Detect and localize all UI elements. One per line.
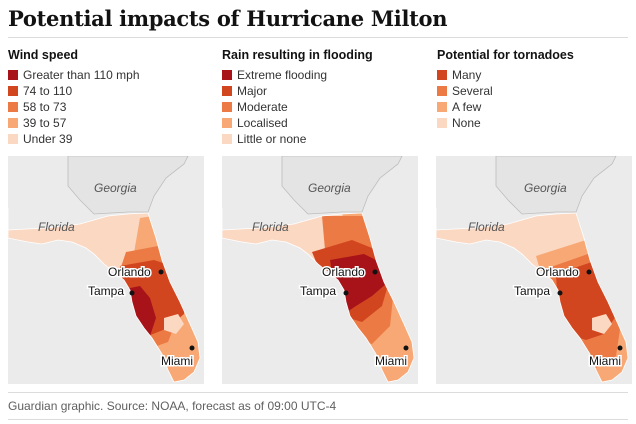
legend-item: Extreme flooding xyxy=(222,67,427,83)
legend-item: 58 to 73 xyxy=(8,99,213,115)
georgia-state xyxy=(495,156,617,215)
city-marker-miami xyxy=(617,345,623,351)
legend-label: Several xyxy=(452,84,493,98)
city-marker-miami xyxy=(189,345,195,351)
legend-label: Localised xyxy=(237,116,288,130)
city-marker-orlando xyxy=(158,269,164,275)
legend-item: None xyxy=(437,115,636,131)
legend-item: Many xyxy=(437,67,636,83)
legend-item: 74 to 110 xyxy=(8,83,213,99)
legend-label: 39 to 57 xyxy=(23,116,67,130)
map-wind-speed: Georgia Florida Orlando Tampa Miami xyxy=(8,156,204,384)
label-georgia: Georgia xyxy=(94,181,137,195)
label-georgia: Georgia xyxy=(524,181,567,195)
legend-swatch xyxy=(8,86,18,96)
legend-title: Rain resulting in flooding xyxy=(222,48,373,62)
legend-swatch xyxy=(8,70,18,80)
city-marker-orlando xyxy=(586,269,592,275)
divider xyxy=(8,37,628,38)
legend-label: Major xyxy=(237,84,268,98)
divider xyxy=(8,392,628,393)
legend-swatch xyxy=(437,70,447,80)
legend-swatch xyxy=(8,118,18,128)
map-tornadoes: Georgia Florida Orlando Tampa Miami xyxy=(436,156,632,384)
legend-item: Under 39 xyxy=(8,131,213,147)
legend-label: A few xyxy=(452,100,482,114)
label-tampa: Tampa xyxy=(514,284,550,298)
legend-label: None xyxy=(452,116,481,130)
legend-swatch xyxy=(8,134,18,144)
georgia-state xyxy=(281,156,403,215)
page-title: Potential impacts of Hurricane Milton xyxy=(8,6,448,31)
label-orlando: Orlando xyxy=(108,265,151,279)
legend-item: Several xyxy=(437,83,636,99)
legend-item: 39 to 57 xyxy=(8,115,213,131)
legend-swatch xyxy=(437,102,447,112)
city-marker-tampa xyxy=(129,290,135,296)
legend-item: Little or none xyxy=(222,131,427,147)
georgia-state xyxy=(67,156,189,215)
legend-swatch xyxy=(222,70,232,80)
legend-title: Potential for tornadoes xyxy=(437,48,574,62)
florida-outline xyxy=(436,208,629,383)
legend-title: Wind speed xyxy=(8,48,79,62)
legend-swatch xyxy=(222,134,232,144)
city-marker-miami xyxy=(403,345,409,351)
legend-label: Greater than 110 mph xyxy=(23,68,140,82)
legend-swatch xyxy=(8,102,18,112)
legend-tornadoes: Potential for tornadoes Many Several A f… xyxy=(437,47,636,131)
source-caption: Guardian graphic. Source: NOAA, forecast… xyxy=(8,399,337,413)
florida-outline xyxy=(222,208,415,383)
label-miami: Miami xyxy=(589,354,621,368)
legend-item: Greater than 110 mph xyxy=(8,67,213,83)
legend-label: Many xyxy=(452,68,482,82)
legend-swatch xyxy=(222,102,232,112)
label-miami: Miami xyxy=(161,354,193,368)
florida-map-wind: Georgia Florida Orlando Tampa Miami xyxy=(8,156,204,384)
label-orlando: Orlando xyxy=(322,265,365,279)
florida-map-rain: Georgia Florida Orlando Tampa Miami xyxy=(222,156,418,384)
florida-map-tornado: Georgia Florida Orlando Tampa Miami xyxy=(436,156,632,384)
legend-label: Little or none xyxy=(237,132,307,146)
city-marker-tampa xyxy=(557,290,563,296)
city-marker-tampa xyxy=(343,290,349,296)
legend-rain-flooding: Rain resulting in flooding Extreme flood… xyxy=(222,47,427,147)
legend-swatch xyxy=(222,118,232,128)
legend-swatch xyxy=(437,86,447,96)
legend-label: Extreme flooding xyxy=(237,68,328,82)
legend-item: Localised xyxy=(222,115,427,131)
label-florida: Florida xyxy=(38,220,75,234)
city-marker-orlando xyxy=(372,269,378,275)
label-tampa: Tampa xyxy=(300,284,336,298)
legend-item: Moderate xyxy=(222,99,427,115)
legend-swatch xyxy=(437,118,447,128)
legend-label: Under 39 xyxy=(23,132,73,146)
legend-label: 74 to 110 xyxy=(23,84,73,98)
florida-outline xyxy=(8,208,201,383)
label-florida: Florida xyxy=(252,220,289,234)
legend-wind-speed: Wind speed Greater than 110 mph 74 to 11… xyxy=(8,47,213,147)
label-orlando: Orlando xyxy=(536,265,579,279)
label-georgia: Georgia xyxy=(308,181,351,195)
map-rain-flooding: Georgia Florida Orlando Tampa Miami xyxy=(222,156,418,384)
label-florida: Florida xyxy=(468,220,505,234)
legend-item: A few xyxy=(437,99,636,115)
label-tampa: Tampa xyxy=(88,284,124,298)
legend-label: Moderate xyxy=(237,100,288,114)
label-miami: Miami xyxy=(375,354,407,368)
legend-swatch xyxy=(222,86,232,96)
divider xyxy=(8,419,628,420)
legend-item: Major xyxy=(222,83,427,99)
legend-label: 58 to 73 xyxy=(23,100,67,114)
